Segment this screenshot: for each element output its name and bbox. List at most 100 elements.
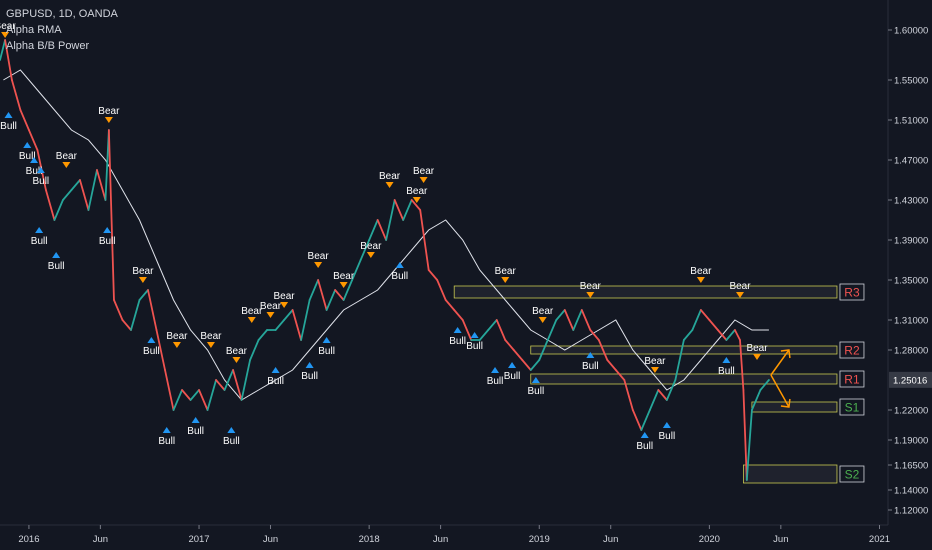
indicator-alpha-rma[interactable]: Alpha RMA: [6, 24, 62, 36]
bear-label: Bear: [200, 331, 222, 342]
bull-marker: [52, 252, 61, 258]
bull-marker: [470, 332, 479, 338]
bear-marker: [232, 357, 241, 363]
bull-label: Bull: [449, 336, 466, 347]
x-tick-label: Jun: [263, 534, 278, 545]
price-segment: [206, 379, 217, 411]
y-tick-label: 1.14000: [894, 486, 928, 497]
price-segment: [223, 369, 234, 391]
bear-label: Bear: [495, 266, 517, 277]
x-tick-label: 2019: [529, 534, 550, 545]
x-tick-label: Jun: [773, 534, 788, 545]
y-tick-label: 1.39000: [894, 236, 928, 247]
zone-label-s2: S2: [845, 468, 860, 482]
price-segment: [745, 409, 753, 481]
price-segment: [436, 279, 447, 301]
bull-label: Bull: [659, 431, 676, 442]
bull-marker: [36, 167, 45, 173]
bull-label: Bull: [528, 386, 545, 397]
price-axis[interactable]: 1.60000 1.55000 1.51000 1.47000 1.43000 1.390…: [888, 26, 928, 517]
bear-label: Bear: [226, 346, 248, 357]
x-tick-label: 2018: [359, 534, 380, 545]
bull-marker: [227, 427, 236, 433]
bear-label: Bear: [413, 166, 435, 177]
price-segment: [104, 129, 110, 201]
bear-marker: [1, 32, 10, 38]
symbol-title[interactable]: GBPUSD, 1D, OANDA: [6, 8, 118, 20]
bull-label: Bull: [26, 166, 43, 177]
bull-marker: [640, 432, 649, 438]
y-tick-label: 1.35000: [894, 276, 928, 287]
bull-marker: [4, 112, 13, 118]
price-segment: [334, 289, 345, 301]
bear-label: Bear: [166, 331, 188, 342]
price-segment: [739, 339, 745, 391]
bear-marker: [62, 162, 71, 168]
price-segment: [155, 329, 166, 371]
price-segment: [172, 389, 183, 411]
bull-label: Bull: [301, 371, 318, 382]
price-segment: [232, 369, 243, 401]
price-segment: [563, 309, 575, 331]
price-segment: [376, 219, 388, 241]
current-price-label: 1.25016: [893, 375, 927, 386]
zone-label-box-r1: [839, 370, 865, 388]
time-axis[interactable]: 2016 Jun 2017 Jun 2018 Jun 2019 Jun 2020 Jun 2021: [18, 525, 890, 545]
y-tick-label: 1.31000: [894, 316, 928, 327]
price-segment: [308, 279, 320, 301]
bear-label: Bear: [333, 271, 355, 282]
y-tick-label: 1.51000: [894, 116, 928, 127]
price-segment: [45, 189, 56, 221]
bear-marker: [501, 277, 510, 283]
bull-label: Bull: [99, 236, 116, 247]
bull-marker: [23, 142, 32, 148]
price-segment: [0, 39, 7, 61]
bear-label: Bear: [132, 266, 154, 277]
price-segment: [53, 199, 64, 221]
zone-r1: [530, 373, 838, 385]
price-segment: [181, 389, 192, 401]
bear-label: Bear: [241, 306, 263, 317]
y-tick-label: 1.47000: [894, 156, 928, 167]
bear-label: Bear: [690, 266, 712, 277]
price-segment: [419, 209, 430, 271]
price-segment: [198, 389, 209, 411]
indicator-alpha-bb-power[interactable]: Alpha B/B Power: [6, 40, 90, 52]
price-segment: [4, 39, 13, 81]
bull-label: Bull: [223, 436, 240, 447]
bear-label: Bear: [406, 186, 428, 197]
price-segment: [342, 279, 354, 301]
bear-label: Bear: [644, 356, 666, 367]
price-segment: [529, 359, 541, 371]
x-tick-label: Jun: [603, 534, 618, 545]
price-segment: [597, 339, 609, 361]
current-price-box: [889, 371, 932, 388]
x-tick-label: 2021: [869, 534, 890, 545]
x-tick-label: Jun: [93, 534, 108, 545]
price-segment: [138, 289, 149, 301]
bull-marker: [147, 337, 156, 343]
zone-label-box-s1: [839, 398, 865, 416]
zone-r3: [453, 285, 838, 299]
bear-marker: [247, 317, 256, 323]
bull-label: Bull: [31, 236, 48, 247]
price-segment: [147, 289, 158, 331]
price-segment: [657, 389, 668, 401]
price-segment: [555, 309, 566, 321]
price-segment: [291, 309, 303, 341]
bear-label: Bear: [56, 151, 78, 162]
zone-label-box-r2: [839, 341, 865, 359]
price-segment: [716, 329, 728, 341]
price-segment: [606, 359, 617, 371]
price-segment: [546, 319, 558, 341]
price-segment: [614, 369, 626, 381]
price-segment: [453, 309, 464, 321]
bear-label: Bear: [98, 106, 120, 117]
bull-label: Bull: [718, 366, 735, 377]
bull-marker: [35, 227, 44, 233]
bull-marker: [191, 417, 200, 423]
bull-label: Bull: [187, 426, 204, 437]
price-segment: [708, 319, 719, 331]
bull-label: Bull: [318, 346, 335, 357]
